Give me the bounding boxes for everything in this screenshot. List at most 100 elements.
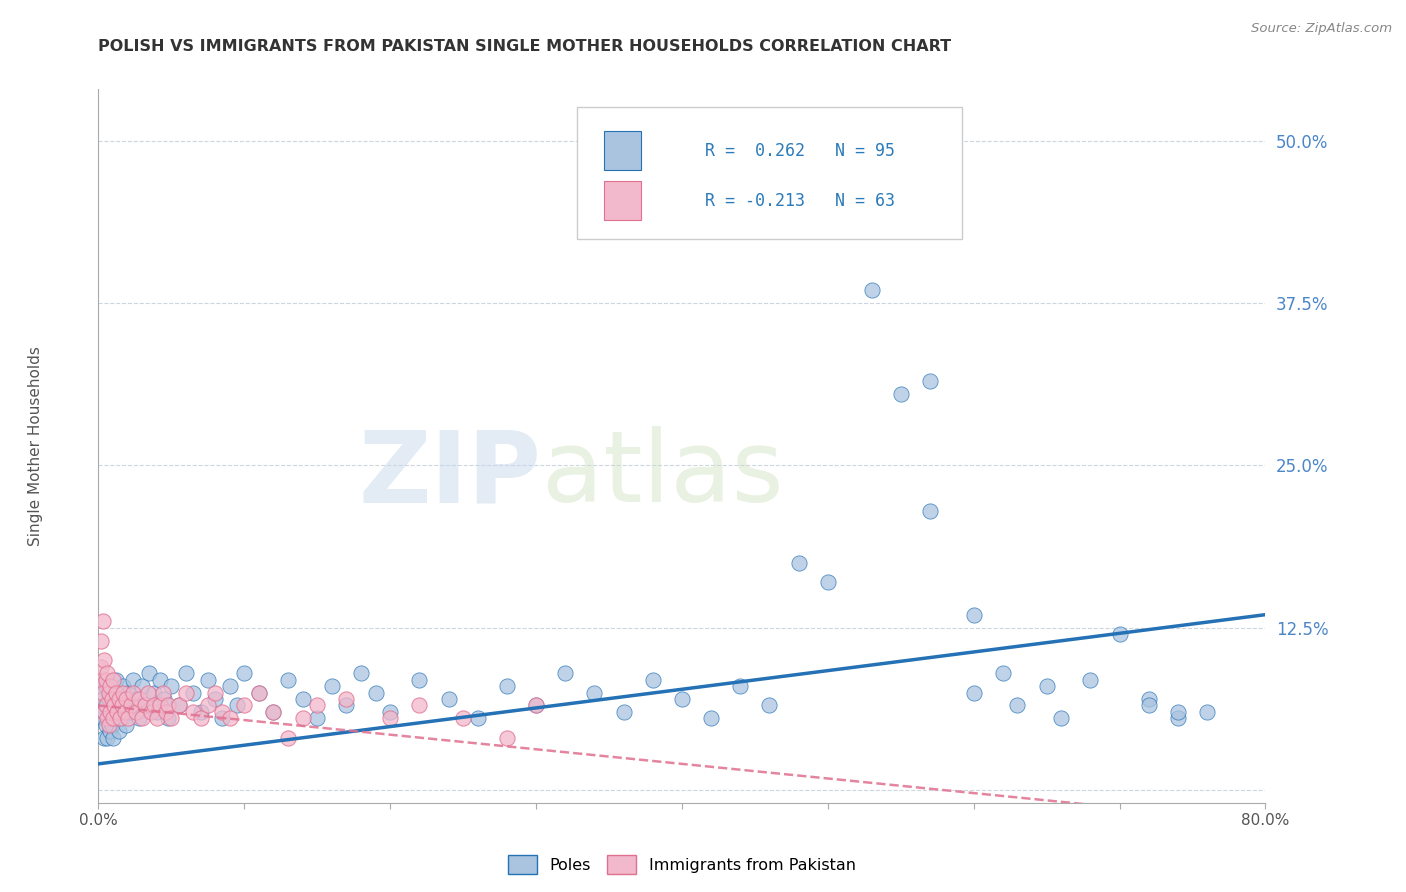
Point (114, 705, 136, 719)
Point (128, 711, 150, 725)
Point (100, 685, 122, 699)
Point (134, 698, 156, 713)
FancyBboxPatch shape (576, 107, 962, 239)
Point (437, 692, 460, 706)
Point (98, 705, 121, 719)
Point (146, 711, 169, 725)
Point (160, 711, 183, 725)
Point (1137, 698, 1160, 713)
Point (96, 711, 118, 725)
Point (117, 711, 139, 725)
Point (554, 666, 576, 681)
Point (1080, 673, 1102, 687)
Point (103, 692, 125, 706)
Point (93, 653, 115, 667)
Point (495, 731, 517, 745)
Point (218, 679, 240, 693)
Point (94, 698, 117, 713)
Point (94, 718, 117, 732)
Point (134, 698, 156, 713)
Point (758, 698, 780, 713)
Point (1035, 679, 1057, 693)
Point (204, 692, 226, 706)
Point (138, 666, 160, 681)
Point (728, 679, 751, 693)
Point (96, 666, 118, 681)
Point (174, 666, 197, 681)
Point (335, 692, 357, 706)
Point (108, 724, 131, 739)
Point (139, 705, 162, 719)
Point (90, 659, 112, 673)
Point (350, 666, 373, 681)
Point (94, 673, 117, 687)
Point (918, 374, 941, 388)
Point (378, 705, 402, 719)
Point (1167, 711, 1189, 725)
Point (1137, 692, 1160, 706)
Point (991, 666, 1014, 681)
Point (218, 711, 240, 725)
Point (157, 698, 180, 713)
Point (890, 387, 912, 401)
Point (104, 685, 127, 699)
Point (787, 556, 810, 570)
Point (160, 679, 183, 693)
Point (211, 705, 233, 719)
Point (291, 711, 314, 725)
Point (181, 685, 204, 699)
Point (91, 614, 114, 628)
Point (142, 698, 165, 713)
Point (122, 673, 145, 687)
Point (262, 705, 284, 719)
Point (131, 679, 153, 693)
Point (247, 685, 270, 699)
Point (307, 698, 329, 713)
Point (103, 698, 125, 713)
Point (149, 698, 172, 713)
Point (115, 692, 138, 706)
Point (467, 711, 489, 725)
Text: Single Mother Households: Single Mother Households (28, 346, 42, 546)
Point (233, 698, 256, 713)
Point (860, 283, 883, 297)
Point (91, 711, 114, 725)
Point (111, 698, 134, 713)
Point (1108, 627, 1130, 641)
Point (157, 711, 180, 725)
Point (408, 698, 430, 713)
Point (378, 711, 402, 725)
Point (128, 692, 150, 706)
Point (918, 504, 941, 518)
Point (817, 173, 839, 187)
Point (96, 731, 118, 745)
Point (120, 705, 142, 719)
Point (136, 685, 159, 699)
Point (90, 679, 112, 693)
Point (125, 692, 148, 706)
Point (277, 731, 299, 745)
Point (104, 711, 127, 725)
Point (97, 692, 120, 706)
Point (105, 705, 128, 719)
Point (671, 692, 693, 706)
Point (98, 724, 121, 739)
Point (93, 731, 115, 745)
Point (364, 685, 387, 699)
Point (524, 698, 547, 713)
Point (98, 679, 121, 693)
Point (335, 698, 357, 713)
Point (105, 705, 128, 719)
Point (197, 698, 219, 713)
Point (122, 685, 145, 699)
Point (98, 705, 121, 719)
Point (451, 711, 474, 725)
Point (97, 711, 120, 725)
Point (233, 666, 256, 681)
FancyBboxPatch shape (603, 181, 641, 220)
Point (101, 731, 124, 745)
Point (101, 673, 124, 687)
Legend: Poles, Immigrants from Pakistan: Poles, Immigrants from Pakistan (502, 848, 862, 880)
Point (90, 633, 112, 648)
Point (817, 575, 839, 590)
